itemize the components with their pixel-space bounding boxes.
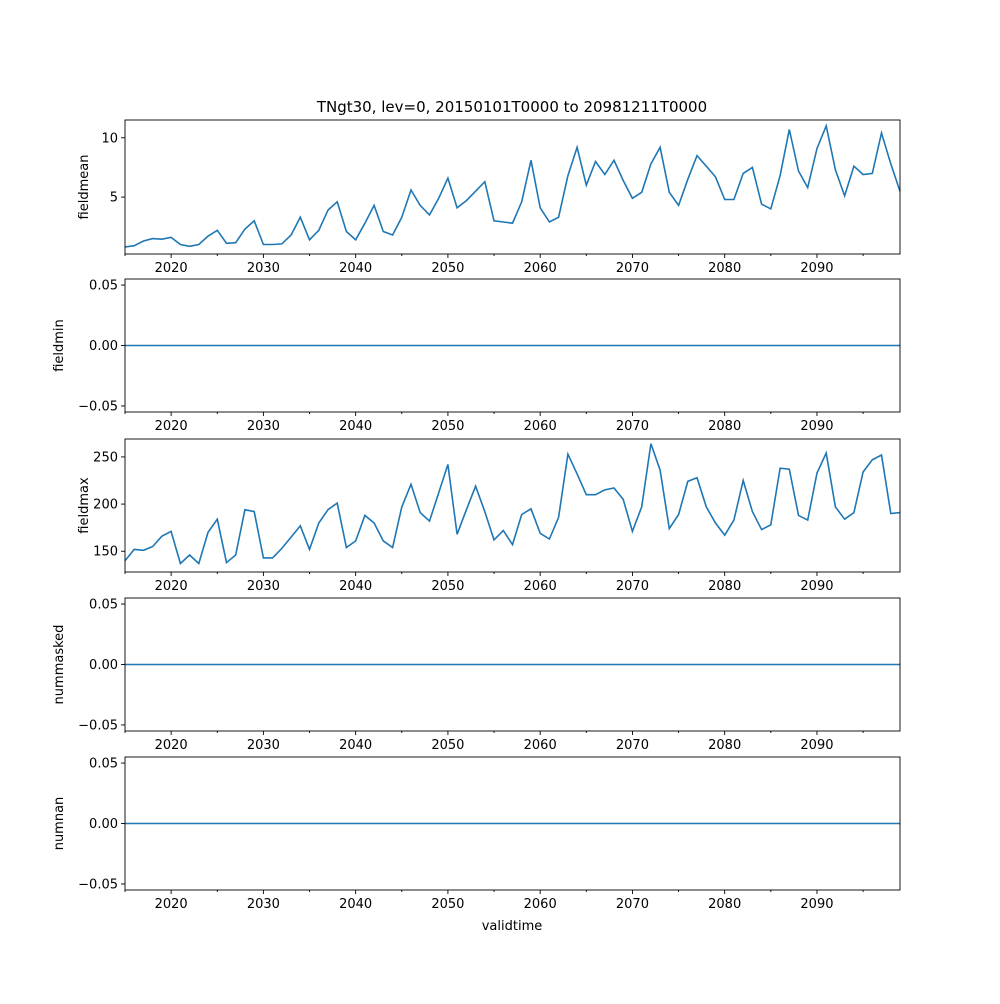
- subplot-numnan: −0.05 0.00 0.05 numnan 2020 2030 2040 2050 2060 2…: [52, 757, 901, 912]
- x-tick-label: 2020: [155, 261, 188, 276]
- y-tick-label: 200: [93, 498, 118, 513]
- axes-frame: [124, 438, 901, 573]
- x-tick-label: 2020: [155, 897, 188, 912]
- chart-title: TNgt30, lev=0, 20150101T0000 to 20981211…: [316, 98, 707, 116]
- x-tick-label: 2050: [431, 261, 464, 276]
- x-tick-label: 2020: [155, 738, 188, 753]
- x-tick-label: 2090: [800, 897, 833, 912]
- y-axis-label: fieldmax: [77, 477, 92, 534]
- x-tick-label: 2030: [247, 579, 280, 594]
- x-tick-label: 2090: [800, 738, 833, 753]
- y-tick-label: 0.05: [89, 598, 118, 613]
- x-tick-label: 2060: [524, 738, 557, 753]
- subplot-fieldmin: −0.05 0.00 0.05 fieldmin 2020 2030 2040 2050 206…: [52, 279, 901, 434]
- x-tick-label: 2040: [339, 261, 372, 276]
- y-tick-label: −0.05: [78, 718, 118, 733]
- x-tick-label: 2050: [431, 579, 464, 594]
- x-tick-label: 2070: [616, 738, 649, 753]
- x-tick-label: 2030: [247, 897, 280, 912]
- y-axis-label: fieldmin: [52, 319, 67, 372]
- x-tick-label: 2080: [708, 579, 741, 594]
- y-tick-label: 150: [93, 545, 118, 560]
- y-tick-label: 0.00: [89, 817, 118, 832]
- x-tick-label: 2080: [708, 897, 741, 912]
- x-tick-label: 2060: [524, 897, 557, 912]
- x-axis-label: validtime: [482, 919, 543, 934]
- x-tick-label: 2050: [431, 897, 464, 912]
- axes-frame: [124, 119, 901, 255]
- y-tick-label: 5: [110, 191, 118, 206]
- y-axis-label: numnan: [52, 797, 67, 851]
- x-tick-label: 2070: [616, 579, 649, 594]
- x-tick-label: 2030: [247, 738, 280, 753]
- x-tick-label: 2030: [247, 419, 280, 434]
- x-tick-label: 2040: [339, 738, 372, 753]
- x-tick-label: 2080: [708, 261, 741, 276]
- x-tick-label: 2050: [431, 738, 464, 753]
- x-tick-label: 2080: [708, 738, 741, 753]
- x-tick-label: 2060: [524, 579, 557, 594]
- x-tick-label: 2030: [247, 261, 280, 276]
- x-tick-label: 2020: [155, 419, 188, 434]
- y-tick-label: 0.05: [89, 279, 118, 294]
- x-tick-label: 2040: [339, 897, 372, 912]
- x-tick-label: 2070: [616, 419, 649, 434]
- y-tick-label: 10: [101, 131, 118, 146]
- series-line-fieldmax: [124, 443, 901, 565]
- x-tick-label: 2090: [800, 261, 833, 276]
- x-tick-label: 2070: [616, 261, 649, 276]
- x-tick-label: 2090: [800, 419, 833, 434]
- x-tick-label: 2050: [431, 419, 464, 434]
- series-line-fieldmean: [124, 123, 901, 248]
- subplot-nummasked: −0.05 0.00 0.05 nummasked 2020 2030 2040 2050 20…: [52, 598, 901, 753]
- x-tick-label: 2060: [524, 261, 557, 276]
- subplot-fieldmean: 5 10 fieldmean 2020 2030 2040 2050 2060 2070 2080…: [77, 119, 901, 276]
- x-tick-label: 2070: [616, 897, 649, 912]
- y-tick-label: 0.05: [89, 757, 118, 772]
- x-tick-label: 2040: [339, 419, 372, 434]
- y-tick-label: 0.00: [89, 658, 118, 673]
- x-tick-label: 2060: [524, 419, 557, 434]
- x-tick-label: 2090: [800, 579, 833, 594]
- y-axis-label: nummasked: [52, 625, 67, 705]
- y-tick-label: 250: [93, 450, 118, 465]
- x-tick-label: 2080: [708, 419, 741, 434]
- y-tick-label: −0.05: [78, 399, 118, 414]
- y-tick-label: 0.00: [89, 339, 118, 354]
- y-tick-label: −0.05: [78, 877, 118, 892]
- y-axis-label: fieldmean: [77, 155, 92, 220]
- x-tick-label: 2040: [339, 579, 372, 594]
- x-tick-label: 2020: [155, 579, 188, 594]
